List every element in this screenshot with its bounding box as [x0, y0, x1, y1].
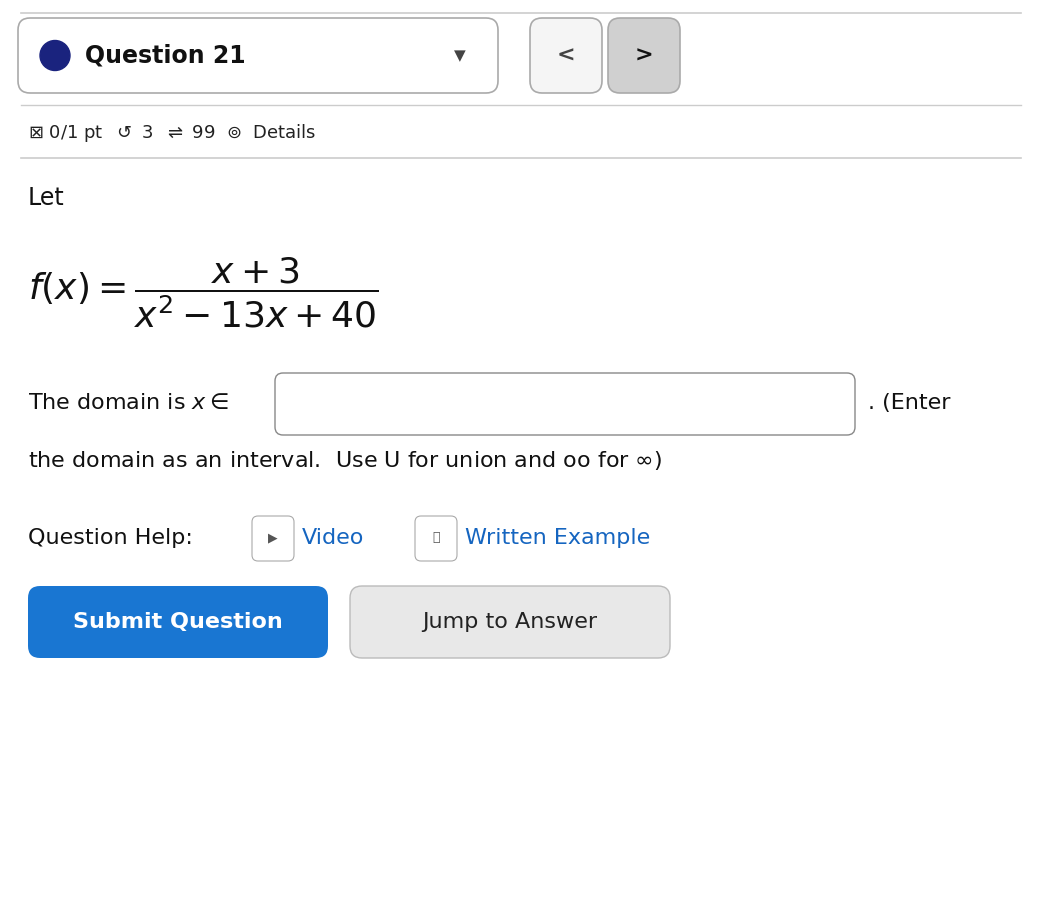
FancyBboxPatch shape [275, 373, 855, 435]
Text: Jump to Answer: Jump to Answer [422, 612, 597, 632]
Text: 🗒: 🗒 [432, 531, 440, 544]
Text: Question Help:: Question Help: [28, 528, 193, 548]
Text: ▶: ▶ [268, 531, 278, 544]
Text: the domain as an interval.  Use U for union and oo for $\infty$): the domain as an interval. Use U for uni… [28, 450, 662, 473]
Text: $\boxtimes$ 0/1 pt  $\circlearrowleft$ 3  $\rightleftharpoons$ 99  $\circledcirc: $\boxtimes$ 0/1 pt $\circlearrowleft$ 3 … [28, 122, 317, 144]
Text: Video: Video [302, 528, 365, 547]
FancyBboxPatch shape [252, 516, 294, 561]
Text: >: > [635, 45, 653, 66]
Text: Question 21: Question 21 [85, 43, 246, 67]
Text: Let: Let [28, 186, 65, 210]
Text: Written Example: Written Example [465, 528, 650, 547]
Text: $f(x) = \dfrac{x + 3}{x^2 - 13x + 40}$: $f(x) = \dfrac{x + 3}{x^2 - 13x + 40}$ [28, 256, 378, 330]
FancyBboxPatch shape [415, 516, 457, 561]
FancyBboxPatch shape [607, 18, 680, 93]
Text: . (Enter: . (Enter [868, 393, 950, 413]
FancyBboxPatch shape [530, 18, 602, 93]
FancyBboxPatch shape [28, 586, 328, 658]
FancyBboxPatch shape [350, 586, 670, 658]
Text: The domain is $x \in$: The domain is $x \in$ [28, 393, 228, 413]
FancyBboxPatch shape [18, 18, 498, 93]
Text: ▼: ▼ [454, 48, 466, 63]
Circle shape [40, 41, 70, 70]
Text: Submit Question: Submit Question [73, 612, 282, 632]
Text: <: < [556, 45, 575, 66]
